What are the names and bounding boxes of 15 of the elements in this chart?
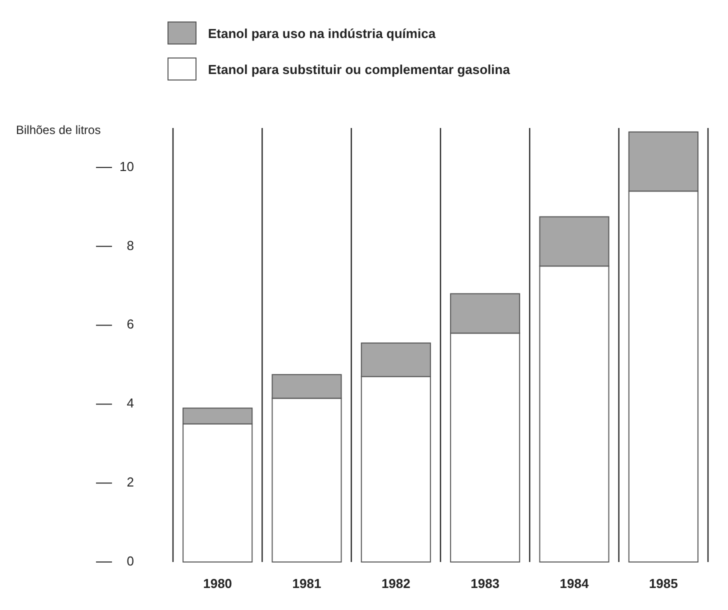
y-tick-label: 4 — [126, 396, 134, 411]
y-tick-label: 2 — [126, 474, 134, 490]
legend-label: Etanol para uso na indústria química — [208, 26, 436, 41]
x-tick-label: 1981 — [292, 576, 322, 591]
legend-label: Etanol para substituir ou complementar gasolina — [208, 62, 511, 77]
x-tick-label: 1982 — [381, 576, 410, 591]
y-axis-title: Bilhões de litros — [16, 123, 101, 137]
y-tick-label: 8 — [126, 238, 134, 253]
y-tick-label: 6 — [126, 316, 134, 332]
x-tick-label: 1980 — [203, 576, 232, 591]
y-tick-label: 0 — [126, 553, 134, 568]
x-tick-label: 1984 — [560, 576, 590, 591]
y-tick-label: 10 — [120, 158, 134, 174]
x-tick-label: 1983 — [470, 576, 500, 591]
x-tick-label: 1985 — [648, 576, 678, 591]
